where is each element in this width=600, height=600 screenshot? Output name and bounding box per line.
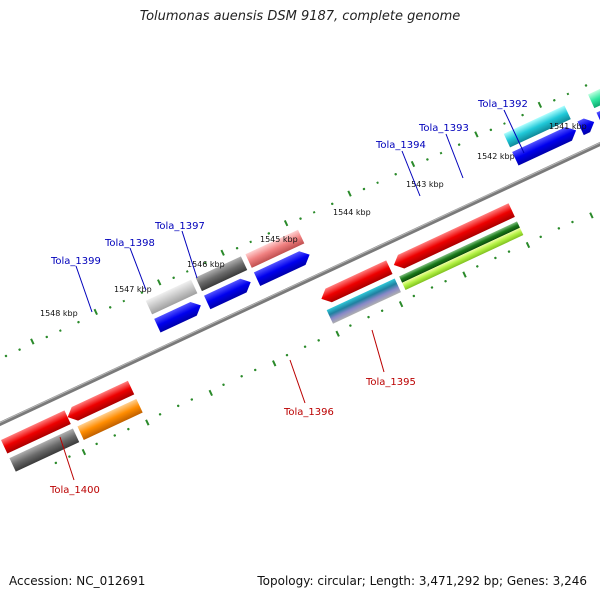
gene-tola-1399-outer[interactable]	[145, 279, 198, 315]
label-tola-1393[interactable]: Tola_1393	[418, 123, 469, 134]
label-tola-1392[interactable]: Tola_1392	[477, 99, 528, 110]
label-tola-1394[interactable]: Tola_1394	[375, 140, 426, 151]
ruler-label-1541: 1541 kbp	[549, 122, 587, 131]
ruler-lower-dots	[54, 220, 574, 465]
gene-tola-1396-inner[interactable]	[318, 260, 393, 305]
ruler-label-1543: 1543 kbp	[406, 180, 444, 189]
backbone-line	[0, 78, 600, 462]
label-tola-1397[interactable]: Tola_1397	[154, 221, 205, 232]
ruler-label-1548: 1548 kbp	[40, 309, 78, 318]
ruler-upper-dots	[4, 84, 588, 358]
accession-text: Accession: NC_012691	[9, 574, 146, 588]
ruler-label-1546: 1546 kbp	[187, 260, 225, 269]
ruler-upper	[30, 92, 570, 345]
fwd-leader-lines	[75, 109, 525, 313]
backbone-highlight	[0, 78, 600, 460]
ruler-lower	[81, 212, 594, 456]
gene-tola-1395-outer-b[interactable]	[402, 227, 524, 290]
rev-leader-lines	[59, 329, 385, 481]
label-tola-1396[interactable]: Tola_1396	[283, 407, 334, 418]
label-tola-1398[interactable]: Tola_1398	[104, 238, 155, 249]
label-tola-1400[interactable]: Tola_1400	[49, 485, 100, 496]
gene-tola-1398-outer[interactable]	[195, 256, 248, 292]
gene-fwd-a[interactable]	[154, 299, 204, 333]
gene-tola-1394-outer[interactable]	[503, 105, 571, 148]
gene-fwd-e[interactable]	[577, 115, 597, 136]
gene-tola-1400-outer[interactable]	[77, 398, 143, 440]
genome-summary-text: Topology: circular; Length: 3,471,292 bp…	[257, 574, 587, 588]
ruler-label-1544: 1544 kbp	[333, 208, 371, 217]
gene-rev-left-a[interactable]	[1, 410, 71, 454]
gene-tola-1395-inner[interactable]	[391, 203, 515, 272]
gene-tola-1396-outer[interactable]	[326, 278, 401, 324]
gene-tola-1400-inner[interactable]	[64, 380, 135, 424]
label-tola-1395[interactable]: Tola_1395	[365, 377, 416, 388]
ruler-label-1545: 1545 kbp	[260, 235, 298, 244]
gene-fwd-d[interactable]	[512, 124, 579, 166]
gene-tola-1395-outer-a[interactable]	[399, 221, 520, 283]
ruler-label-1547: 1547 kbp	[114, 285, 152, 294]
gene-tola-1392-outer[interactable]	[588, 49, 600, 109]
gene-fwd-c[interactable]	[253, 248, 313, 286]
gene-fwd-b[interactable]	[204, 275, 254, 310]
map-title: Tolumonas auensis DSM 9187, complete gen…	[139, 9, 461, 24]
ruler-label-1542: 1542 kbp	[477, 152, 515, 161]
gene-rev-left-b[interactable]	[9, 428, 80, 472]
gene-tola-1397-outer[interactable]	[245, 229, 305, 268]
label-tola-1399[interactable]: Tola_1399	[50, 256, 101, 267]
